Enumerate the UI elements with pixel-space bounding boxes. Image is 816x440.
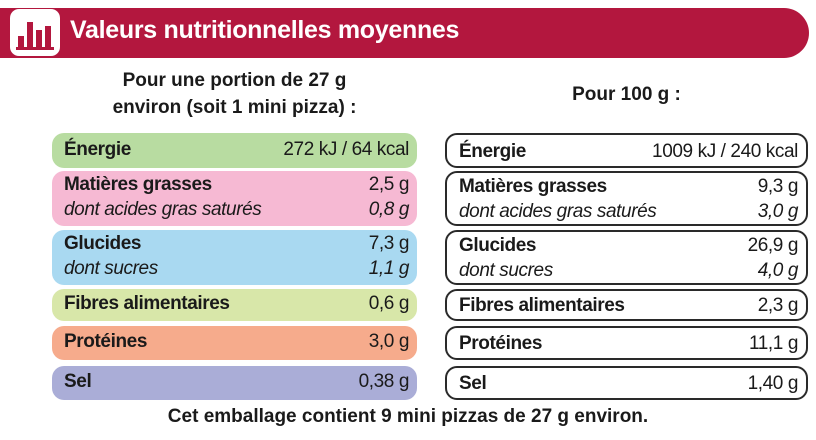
nutrient-value: 4,0 g bbox=[757, 260, 799, 281]
nutrient-row: dont sucres 4,0 g bbox=[459, 260, 798, 282]
nutrient-label: Sel bbox=[64, 371, 92, 392]
heading-line: Pour 100 g : bbox=[572, 84, 681, 105]
nutrient-row: Sel 0,38 g bbox=[64, 371, 409, 393]
nutrient-box: Matières grasses 2,5 g dont acides gras sa… bbox=[52, 171, 417, 226]
heading-line: environ (soit 1 mini pizza) : bbox=[112, 97, 357, 118]
nutrient-row: dont acides gras saturés 3,0 g bbox=[459, 201, 798, 223]
header-bar bbox=[0, 8, 809, 58]
portion-heading: Pour une portion de 27 g environ (soit 1… bbox=[52, 67, 417, 121]
nutrient-label: Matières grasses bbox=[64, 174, 212, 195]
nutrient-row: Fibres alimentaires 2,3 g bbox=[459, 295, 798, 317]
nutrient-label: Sel bbox=[459, 373, 487, 394]
nutrient-label: Glucides bbox=[459, 235, 537, 256]
nutrient-row: Glucides 7,3 g bbox=[64, 233, 409, 255]
nutrient-box: Fibres alimentaires 2,3 g bbox=[445, 289, 808, 321]
nutrient-box: Fibres alimentaires 0,6 g bbox=[52, 289, 417, 321]
nutrient-label: Énergie bbox=[459, 140, 526, 162]
nutrient-value: 0,38 g bbox=[358, 371, 410, 392]
nutrient-value: 3,0 g bbox=[368, 331, 410, 352]
per100-heading: Pour 100 g : bbox=[445, 81, 808, 108]
heading-line: Pour une portion de 27 g bbox=[122, 70, 347, 91]
nutrient-value: 7,3 g bbox=[368, 233, 410, 254]
nutrient-value: 2,3 g bbox=[757, 295, 799, 316]
nutrient-box: Énergie 1009 kJ / 240 kcal bbox=[445, 133, 808, 168]
nutrient-label: Fibres alimentaires bbox=[459, 295, 625, 316]
nutrient-box: Glucides 26,9 g dont sucres 4,0 g bbox=[445, 230, 808, 285]
nutrient-label: Protéines bbox=[459, 333, 542, 354]
nutrient-row: Matières grasses 9,3 g bbox=[459, 176, 798, 198]
nutrient-label: Fibres alimentaires bbox=[64, 293, 230, 314]
nutrient-box: Protéines 3,0 g bbox=[52, 326, 417, 360]
nutrient-box: Matières grasses 9,3 g dont acides gras sa… bbox=[445, 171, 808, 226]
nutrient-row: Protéines 11,1 g bbox=[459, 333, 798, 355]
nutrient-label: dont sucres bbox=[459, 260, 553, 281]
nutrient-row: Énergie 1009 kJ / 240 kcal bbox=[459, 141, 798, 163]
nutrient-label: Glucides bbox=[64, 233, 142, 254]
nutrient-row: Matières grasses 2,5 g bbox=[64, 174, 409, 196]
nutrient-value: 1,1 g bbox=[368, 258, 410, 279]
nutrient-row: dont sucres 1,1 g bbox=[64, 258, 409, 280]
nutrient-label: dont sucres bbox=[64, 258, 158, 279]
nutrient-label: Matières grasses bbox=[459, 176, 607, 197]
nutrient-row: Glucides 26,9 g bbox=[459, 235, 798, 257]
nutrient-value: 0,8 g bbox=[368, 199, 410, 220]
nutrient-label: Énergie bbox=[64, 138, 131, 160]
nutrient-box: Énergie 272 kJ / 64 kcal bbox=[52, 133, 417, 168]
nutrient-value: 26,9 g bbox=[747, 235, 799, 256]
nutrient-value: 272 kJ / 64 kcal bbox=[283, 138, 409, 160]
nutrient-value: 9,3 g bbox=[757, 176, 799, 197]
nutrient-row: Fibres alimentaires 0,6 g bbox=[64, 293, 409, 315]
footer: Cet emballage contient 9 mini pizzas de … bbox=[167, 406, 649, 427]
nutrient-value: 1009 kJ / 240 kcal bbox=[652, 140, 798, 162]
nutrient-row: Sel 1,40 g bbox=[459, 373, 798, 395]
nutrient-value: 3,0 g bbox=[757, 201, 799, 222]
nutrient-row: Énergie 272 kJ / 64 kcal bbox=[64, 139, 409, 161]
nutrient-value: 2,5 g bbox=[368, 174, 410, 195]
nutrient-box: Glucides 7,3 g dont sucres 1,1 g bbox=[52, 230, 417, 285]
nutrient-box: Protéines 11,1 g bbox=[445, 326, 808, 360]
nutrient-box: Sel 1,40 g bbox=[445, 366, 808, 400]
nutrient-box: Sel 0,38 g bbox=[52, 366, 417, 400]
nutrient-row: Protéines 3,0 g bbox=[64, 331, 409, 353]
nutrient-label: dont acides gras saturés bbox=[459, 201, 657, 222]
nutrient-label: dont acides gras saturés bbox=[64, 199, 262, 220]
nutrient-value: 0,6 g bbox=[368, 293, 410, 314]
header-title: Valeurs nutritionnelles moyennes bbox=[70, 16, 460, 44]
nutrient-row: dont acides gras saturés 0,8 g bbox=[64, 199, 409, 221]
nutrient-label: Protéines bbox=[64, 331, 147, 352]
nutrient-value: 11,1 g bbox=[748, 333, 798, 354]
nutrient-value: 1,40 g bbox=[747, 373, 799, 394]
